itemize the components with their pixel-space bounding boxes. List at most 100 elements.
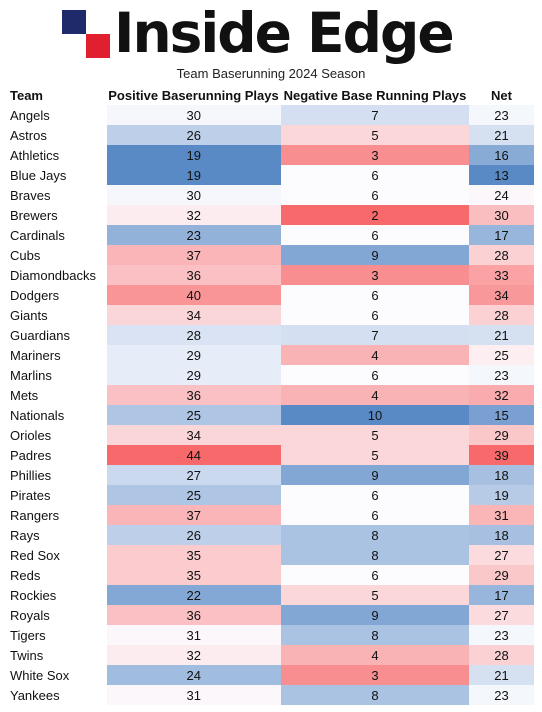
positive-value-cell: 22	[105, 585, 281, 605]
team-name-cell: Cubs	[6, 245, 106, 265]
net-value-cell: 24	[469, 185, 534, 205]
net-value-cell: 25	[469, 345, 534, 365]
table-row: Marlins 29 6 23	[6, 365, 534, 385]
table-row: Yankees 31 8 23	[6, 685, 534, 705]
negative-value-cell: 6	[281, 365, 469, 385]
net-value-cell: 30	[469, 205, 534, 225]
table-row: Rangers 37 6 31	[6, 505, 534, 525]
negative-value-cell: 8	[281, 545, 469, 565]
team-name-cell: Cardinals	[6, 225, 106, 245]
positive-value-cell: 25	[105, 405, 281, 425]
logo-red-square	[86, 34, 110, 58]
positive-value-cell: 36	[105, 385, 281, 405]
net-value-cell: 33	[469, 265, 534, 285]
table-row: Angels 30 7 23	[6, 105, 534, 125]
positive-value-cell: 34	[105, 425, 281, 445]
table-row: Cardinals 23 6 17	[6, 225, 534, 245]
positive-value-cell: 29	[105, 365, 281, 385]
positive-value-cell: 32	[105, 645, 281, 665]
positive-value-cell: 37	[105, 505, 281, 525]
net-value-cell: 23	[469, 685, 534, 705]
table-row: Rays 26 8 18	[6, 525, 534, 545]
table-row: Diamondbacks 36 3 33	[6, 265, 534, 285]
negative-value-cell: 2	[281, 205, 469, 225]
net-value-cell: 18	[469, 465, 534, 485]
table-title: Team Baserunning 2024 Season	[176, 66, 366, 81]
team-name-cell: Brewers	[6, 205, 106, 225]
table-row: Twins 32 4 28	[6, 645, 534, 665]
team-name-cell: Rays	[6, 525, 106, 545]
team-name-cell: Giants	[6, 305, 106, 325]
team-name-cell: Mariners	[6, 345, 106, 365]
negative-value-cell: 4	[281, 345, 469, 365]
positive-value-cell: 29	[105, 345, 281, 365]
net-value-cell: 23	[469, 625, 534, 645]
positive-value-cell: 30	[105, 105, 281, 125]
positive-value-cell: 44	[105, 445, 281, 465]
net-value-cell: 32	[469, 385, 534, 405]
team-name-cell: Red Sox	[6, 545, 106, 565]
positive-value-cell: 31	[105, 685, 281, 705]
table-row: Orioles 34 5 29	[6, 425, 534, 445]
positive-value-cell: 37	[105, 245, 281, 265]
positive-value-cell: 36	[105, 265, 281, 285]
negative-value-cell: 9	[281, 465, 469, 485]
negative-value-cell: 4	[281, 645, 469, 665]
team-name-cell: Braves	[6, 185, 106, 205]
team-name-cell: Rockies	[6, 585, 106, 605]
table-row: Brewers 32 2 30	[6, 205, 534, 225]
table-row: Royals 36 9 27	[6, 605, 534, 625]
table-row: Giants 34 6 28	[6, 305, 534, 325]
negative-value-cell: 6	[281, 225, 469, 245]
net-value-cell: 29	[469, 565, 534, 585]
inside-edge-logo: Inside Edge	[62, 2, 482, 64]
positive-value-cell: 40	[105, 285, 281, 305]
negative-value-cell: 8	[281, 685, 469, 705]
positive-value-cell: 36	[105, 605, 281, 625]
net-value-cell: 15	[469, 405, 534, 425]
net-value-cell: 17	[469, 585, 534, 605]
header-net: Net	[491, 87, 512, 103]
positive-value-cell: 30	[105, 185, 281, 205]
table-row: Pirates 25 6 19	[6, 485, 534, 505]
team-name-cell: Athletics	[6, 145, 106, 165]
team-name-cell: Pirates	[6, 485, 106, 505]
net-value-cell: 19	[469, 485, 534, 505]
net-value-cell: 39	[469, 445, 534, 465]
team-name-cell: Angels	[6, 105, 106, 125]
positive-value-cell: 35	[105, 545, 281, 565]
table-row: Phillies 27 9 18	[6, 465, 534, 485]
table-row: Rockies 22 5 17	[6, 585, 534, 605]
negative-value-cell: 3	[281, 665, 469, 685]
negative-value-cell: 7	[281, 325, 469, 345]
negative-value-cell: 9	[281, 245, 469, 265]
table-row: Red Sox 35 8 27	[6, 545, 534, 565]
net-value-cell: 17	[469, 225, 534, 245]
positive-value-cell: 27	[105, 465, 281, 485]
negative-value-cell: 5	[281, 125, 469, 145]
negative-value-cell: 9	[281, 605, 469, 625]
table-row: Nationals 25 10 15	[6, 405, 534, 425]
logo-mark-icon	[62, 10, 110, 58]
table-row: Athletics 19 3 16	[6, 145, 534, 165]
positive-value-cell: 26	[105, 525, 281, 545]
table-row: White Sox 24 3 21	[6, 665, 534, 685]
positive-value-cell: 31	[105, 625, 281, 645]
negative-value-cell: 5	[281, 445, 469, 465]
team-name-cell: Dodgers	[6, 285, 106, 305]
positive-value-cell: 32	[105, 205, 281, 225]
team-name-cell: Padres	[6, 445, 106, 465]
table-row: Mariners 29 4 25	[6, 345, 534, 365]
table-row: Tigers 31 8 23	[6, 625, 534, 645]
table-row: Blue Jays 19 6 13	[6, 165, 534, 185]
net-value-cell: 18	[469, 525, 534, 545]
net-value-cell: 27	[469, 605, 534, 625]
team-name-cell: Twins	[6, 645, 106, 665]
net-value-cell: 34	[469, 285, 534, 305]
table-row: Mets 36 4 32	[6, 385, 534, 405]
table-row: Cubs 37 9 28	[6, 245, 534, 265]
team-name-cell: Guardians	[6, 325, 106, 345]
team-name-cell: Rangers	[6, 505, 106, 525]
table-body: Angels 30 7 23 Astros 26 5 21 Athletics 19 3 16 Blue…	[6, 105, 534, 705]
positive-value-cell: 26	[105, 125, 281, 145]
